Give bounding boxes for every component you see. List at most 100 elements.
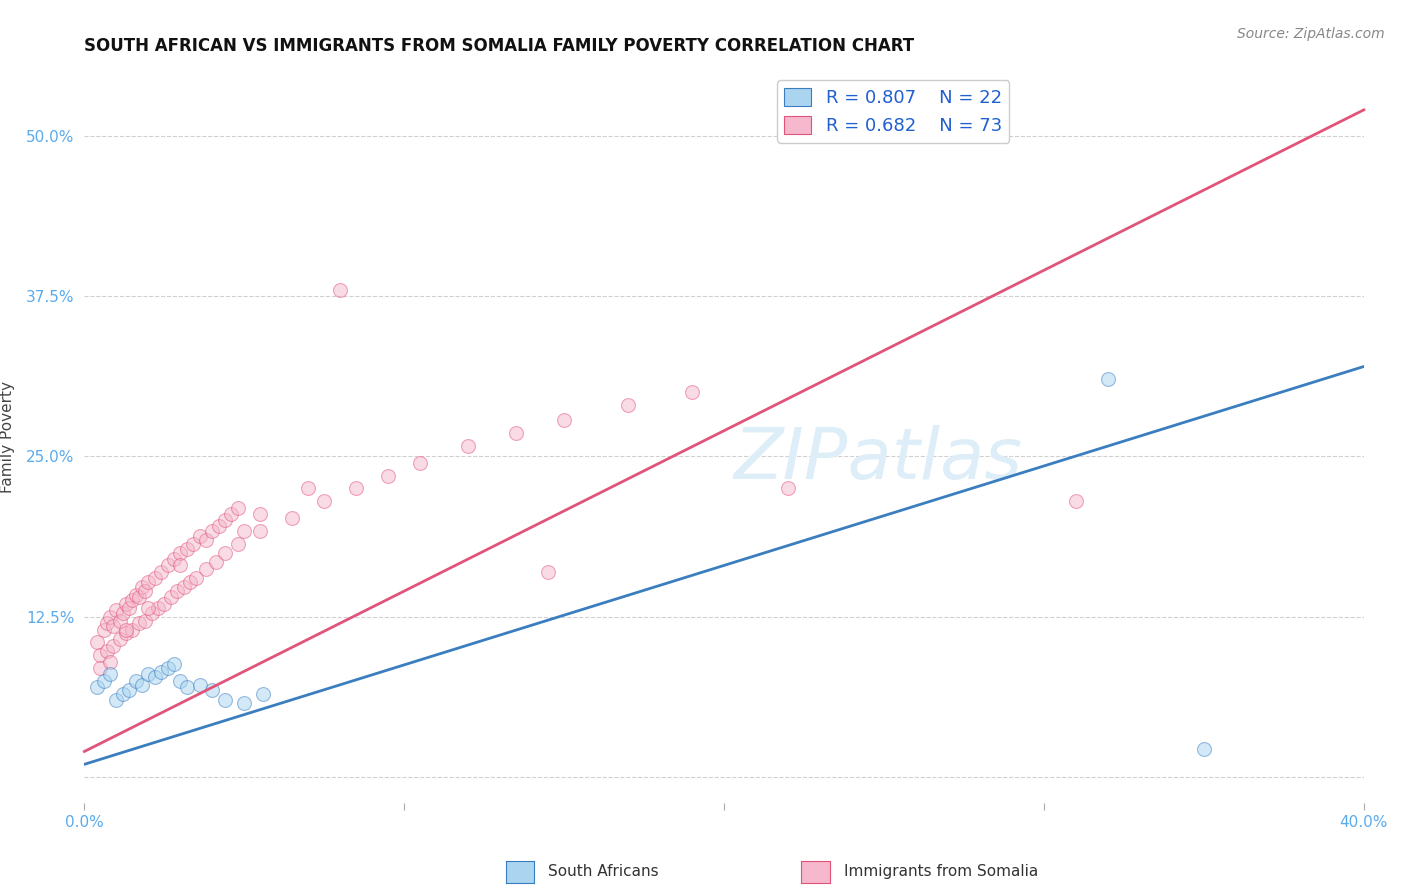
Point bbox=[124, 588, 146, 602]
Point bbox=[617, 398, 640, 412]
Point bbox=[226, 536, 249, 550]
Text: SOUTH AFRICAN VS IMMIGRANTS FROM SOMALIA FAMILY POVERTY CORRELATION CHART: SOUTH AFRICAN VS IMMIGRANTS FROM SOMALIA… bbox=[84, 37, 914, 54]
Point bbox=[553, 413, 575, 427]
Point bbox=[111, 606, 134, 620]
Point bbox=[204, 555, 226, 569]
Point bbox=[214, 693, 236, 707]
Point bbox=[281, 511, 304, 525]
Point bbox=[537, 565, 560, 579]
Point bbox=[150, 665, 173, 679]
Point bbox=[173, 580, 195, 594]
Point bbox=[176, 681, 198, 695]
Point bbox=[138, 667, 160, 681]
Text: ZIPatlas: ZIPatlas bbox=[733, 425, 1022, 493]
Point bbox=[156, 661, 179, 675]
Point bbox=[179, 575, 201, 590]
Point bbox=[138, 600, 160, 615]
Point bbox=[101, 639, 124, 653]
Text: South Africans: South Africans bbox=[548, 864, 659, 879]
Point bbox=[233, 696, 256, 710]
Point bbox=[96, 616, 118, 631]
Point bbox=[409, 456, 432, 470]
Point bbox=[150, 565, 173, 579]
Point bbox=[93, 623, 115, 637]
Point bbox=[1064, 494, 1087, 508]
Point bbox=[143, 670, 166, 684]
Point bbox=[143, 571, 166, 585]
Point bbox=[226, 500, 249, 515]
Point bbox=[221, 507, 243, 521]
Point bbox=[201, 524, 224, 538]
Point bbox=[181, 536, 204, 550]
Point bbox=[159, 591, 181, 605]
Point bbox=[111, 687, 134, 701]
Point bbox=[115, 623, 138, 637]
Point bbox=[115, 626, 138, 640]
Point bbox=[214, 514, 236, 528]
Point bbox=[153, 597, 176, 611]
Point bbox=[131, 580, 153, 594]
Point bbox=[118, 682, 141, 697]
Point bbox=[681, 385, 703, 400]
Point bbox=[89, 661, 111, 675]
Text: Immigrants from Somalia: Immigrants from Somalia bbox=[844, 864, 1038, 879]
Point bbox=[141, 606, 163, 620]
Point bbox=[214, 545, 236, 559]
Point bbox=[188, 529, 211, 543]
Point bbox=[98, 667, 121, 681]
Point bbox=[121, 623, 143, 637]
Point bbox=[249, 524, 271, 538]
Point bbox=[776, 482, 799, 496]
Point bbox=[89, 648, 111, 663]
Text: Source: ZipAtlas.com: Source: ZipAtlas.com bbox=[1237, 27, 1385, 41]
Point bbox=[457, 439, 479, 453]
Point bbox=[134, 614, 156, 628]
Point bbox=[118, 600, 141, 615]
Point bbox=[128, 591, 150, 605]
Point bbox=[314, 494, 336, 508]
Point bbox=[86, 635, 108, 649]
Point bbox=[201, 682, 224, 697]
Point bbox=[101, 618, 124, 632]
Point bbox=[176, 541, 198, 556]
Point bbox=[105, 693, 128, 707]
Point bbox=[377, 468, 399, 483]
Point bbox=[233, 524, 256, 538]
Point bbox=[249, 507, 271, 521]
Point bbox=[344, 482, 367, 496]
Point bbox=[186, 571, 208, 585]
Point bbox=[169, 545, 191, 559]
Point bbox=[1192, 742, 1215, 756]
Point bbox=[163, 552, 186, 566]
Point bbox=[98, 609, 121, 624]
Point bbox=[134, 584, 156, 599]
Point bbox=[297, 482, 319, 496]
Legend: R = 0.807    N = 22, R = 0.682    N = 73: R = 0.807 N = 22, R = 0.682 N = 73 bbox=[778, 80, 1010, 143]
Point bbox=[93, 673, 115, 688]
Point bbox=[252, 687, 274, 701]
Point bbox=[169, 673, 191, 688]
Point bbox=[208, 518, 231, 533]
Point bbox=[138, 575, 160, 590]
Point bbox=[169, 558, 191, 573]
Point bbox=[166, 584, 188, 599]
Point bbox=[128, 616, 150, 631]
Point bbox=[108, 632, 131, 646]
Point bbox=[98, 655, 121, 669]
Point bbox=[105, 603, 128, 617]
Point bbox=[86, 681, 108, 695]
Point bbox=[1097, 372, 1119, 386]
Point bbox=[163, 657, 186, 672]
Point bbox=[156, 558, 179, 573]
Point bbox=[188, 678, 211, 692]
Point bbox=[505, 426, 527, 441]
Point bbox=[146, 600, 169, 615]
Point bbox=[96, 644, 118, 658]
Point bbox=[194, 562, 217, 576]
Point bbox=[194, 533, 217, 547]
Point bbox=[124, 673, 146, 688]
Point bbox=[329, 283, 352, 297]
Point bbox=[131, 678, 153, 692]
Point bbox=[121, 593, 143, 607]
Point bbox=[115, 597, 138, 611]
